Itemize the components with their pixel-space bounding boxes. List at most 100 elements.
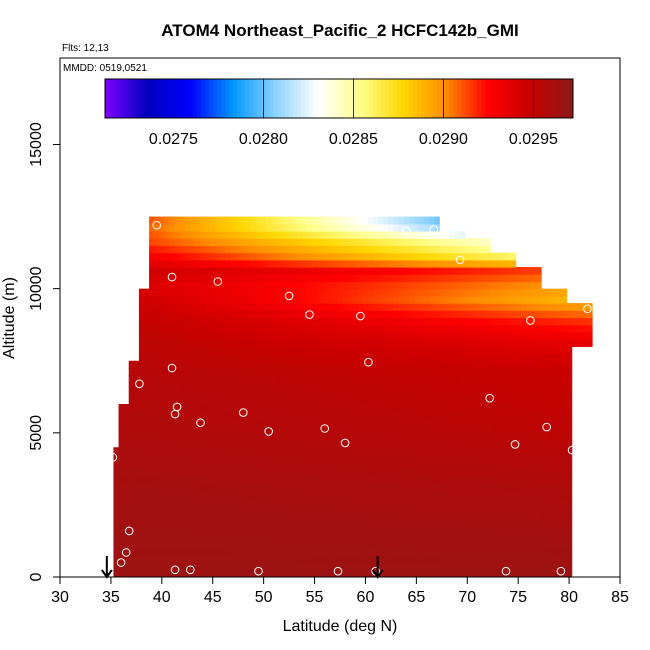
field-cell bbox=[276, 259, 283, 268]
field-cell bbox=[398, 353, 405, 362]
field-cell bbox=[403, 476, 410, 484]
field-cell bbox=[449, 360, 456, 369]
field-cell bbox=[276, 404, 283, 412]
field-cell bbox=[276, 281, 283, 290]
field-cell bbox=[174, 461, 181, 470]
field-cell bbox=[434, 295, 440, 304]
sample-point bbox=[167, 363, 177, 373]
field-cell bbox=[301, 360, 308, 369]
field-cell bbox=[408, 331, 415, 340]
field-cell bbox=[149, 476, 155, 484]
field-cell bbox=[220, 274, 227, 283]
field-cell bbox=[459, 418, 466, 427]
field-cell bbox=[159, 404, 165, 412]
field-cell bbox=[133, 526, 140, 535]
field-cell bbox=[485, 346, 491, 355]
field-cell bbox=[174, 274, 181, 283]
field-cell bbox=[383, 216, 389, 225]
field-cell bbox=[327, 440, 333, 448]
field-cell bbox=[271, 555, 277, 564]
field-cell bbox=[495, 454, 501, 463]
field-cell bbox=[266, 476, 272, 484]
colorbar-cell bbox=[225, 79, 230, 118]
field-cell bbox=[347, 317, 354, 326]
field-cell bbox=[373, 447, 379, 456]
field-cell bbox=[271, 274, 277, 283]
field-cell bbox=[205, 533, 211, 542]
field-cell bbox=[189, 533, 196, 542]
field-cell bbox=[312, 461, 318, 470]
field-cell bbox=[480, 440, 486, 448]
sample-point bbox=[340, 438, 350, 448]
field-cell bbox=[408, 404, 415, 412]
field-cell bbox=[154, 468, 160, 477]
field-cell bbox=[291, 519, 298, 528]
colorbar-cell bbox=[317, 79, 322, 118]
field-cell bbox=[240, 375, 247, 383]
field-cell bbox=[434, 526, 440, 535]
field-cell bbox=[418, 245, 425, 254]
field-cell bbox=[322, 346, 328, 355]
field-cell bbox=[536, 295, 542, 304]
field-cell bbox=[230, 440, 237, 448]
field-cell bbox=[357, 569, 364, 577]
field-cell bbox=[205, 440, 211, 448]
field-cell bbox=[184, 331, 191, 340]
x-axis-label: Latitude (deg N) bbox=[283, 618, 398, 635]
field-cell bbox=[368, 396, 374, 405]
field-cell bbox=[520, 310, 527, 319]
field-cell bbox=[474, 331, 481, 340]
colorbar-cell bbox=[285, 79, 290, 118]
field-cell bbox=[123, 418, 130, 427]
field-cell bbox=[200, 238, 206, 247]
field-cell bbox=[373, 540, 379, 549]
field-cell bbox=[296, 447, 303, 456]
field-cell bbox=[413, 375, 420, 383]
field-cell bbox=[546, 526, 552, 535]
field-cell bbox=[250, 295, 257, 304]
field-cell bbox=[296, 274, 303, 283]
field-cell bbox=[378, 367, 384, 376]
field-cell bbox=[327, 404, 333, 412]
colorbar-cell bbox=[389, 79, 394, 118]
field-cell bbox=[383, 331, 389, 340]
field-cell bbox=[510, 353, 517, 362]
field-cell bbox=[200, 540, 206, 549]
field-cell bbox=[261, 425, 267, 434]
field-cell bbox=[403, 274, 410, 283]
colorbar-cell bbox=[309, 79, 314, 118]
field-cell bbox=[474, 389, 481, 398]
field-cell bbox=[378, 353, 384, 362]
field-cell bbox=[515, 569, 522, 577]
field-cell bbox=[347, 339, 354, 347]
field-cell bbox=[337, 483, 344, 492]
field-cell bbox=[581, 324, 588, 333]
field-cell bbox=[276, 216, 283, 225]
field-cell bbox=[164, 382, 171, 391]
field-cell bbox=[408, 533, 415, 542]
field-cell bbox=[515, 418, 522, 427]
field-cell bbox=[250, 238, 257, 247]
field-cell bbox=[230, 404, 237, 412]
field-cell bbox=[306, 454, 313, 463]
field-cell bbox=[505, 274, 512, 283]
field-cell bbox=[276, 548, 283, 556]
field-cell bbox=[485, 569, 491, 577]
field-cell bbox=[291, 447, 298, 456]
field-cell bbox=[179, 382, 186, 391]
field-cell bbox=[378, 497, 384, 506]
field-cell bbox=[230, 504, 237, 513]
field-cell bbox=[536, 490, 542, 499]
field-cell bbox=[576, 339, 583, 347]
field-cell bbox=[368, 317, 374, 326]
field-cell bbox=[169, 548, 176, 556]
field-cell bbox=[256, 404, 262, 412]
field-cell bbox=[515, 274, 522, 283]
field-cell bbox=[536, 317, 542, 326]
field-cell bbox=[368, 519, 374, 528]
field-cell bbox=[490, 555, 496, 564]
field-cell bbox=[347, 569, 354, 577]
field-cell bbox=[291, 360, 298, 369]
field-cell bbox=[566, 324, 573, 333]
field-cell bbox=[393, 497, 400, 506]
